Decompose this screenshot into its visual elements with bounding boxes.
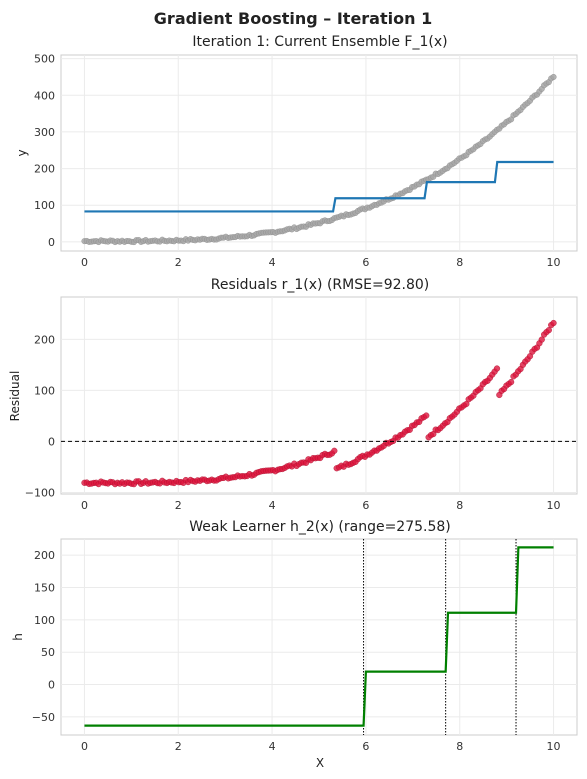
x-tick-label: 8 — [456, 740, 463, 753]
y-tick-label: 0 — [48, 679, 55, 692]
ensemble-line — [84, 160, 554, 213]
x-tick-label: 8 — [456, 256, 463, 269]
y-tick-label: 200 — [34, 549, 55, 562]
residual-point — [538, 336, 545, 343]
x-tick-label: 4 — [269, 499, 276, 512]
data-point — [550, 73, 557, 80]
x-tick-label: 10 — [547, 499, 561, 512]
x-tick-label: 0 — [81, 256, 88, 269]
panel-ensemble: Iteration 1: Current Ensemble F_1(x) 0 2 4… — [15, 34, 578, 269]
y-tick-label: 300 — [34, 126, 55, 139]
residual-point — [493, 365, 501, 372]
y-tick-label: 200 — [34, 163, 55, 176]
residual-point — [545, 327, 552, 334]
y-tick-label: −50 — [32, 711, 55, 724]
y-tick-label: 100 — [34, 614, 55, 627]
residual-point — [508, 378, 515, 386]
y-tick-label: 100 — [34, 384, 55, 397]
panel-weak-learner-frame — [60, 538, 578, 736]
panel-weak-learner-grid — [61, 539, 577, 735]
weak-learner-line — [84, 546, 554, 727]
y-tick-label: 50 — [41, 646, 55, 659]
x-tick-label: 6 — [362, 499, 369, 512]
panel-weak-learner-marks — [84, 539, 554, 735]
panel-weak-learner-ylabel: h — [11, 633, 25, 641]
x-tick-label: 6 — [362, 740, 369, 753]
y-tick-label: 0 — [48, 435, 55, 448]
y-tick-label: 500 — [34, 53, 55, 66]
x-tick-label: 6 — [362, 256, 369, 269]
y-tick-label: 150 — [34, 582, 55, 595]
x-tick-label: 8 — [456, 499, 463, 512]
x-tick-label: 2 — [175, 256, 182, 269]
panel-ensemble-frame — [60, 54, 578, 252]
panel-ensemble-ylabel: y — [15, 149, 29, 156]
figure-title: Gradient Boosting – Iteration 1 — [154, 9, 432, 28]
x-tick-label: 0 — [81, 740, 88, 753]
y-tick-label: 100 — [34, 199, 55, 212]
y-tick-label: 400 — [34, 89, 55, 102]
residual-point — [331, 447, 338, 454]
panel-weak-learner: Weak Learner h_2(x) (range=275.58) 0 2 4 6 8… — [11, 519, 578, 770]
x-tick-label: 0 — [81, 499, 88, 512]
panel-residuals-title: Residuals r_1(x) (RMSE=92.80) — [211, 277, 429, 293]
panel-ensemble-title: Iteration 1: Current Ensemble F_1(x) — [192, 34, 447, 50]
x-tick-label: 4 — [269, 740, 276, 753]
x-tick-label: 4 — [269, 256, 276, 269]
x-tick-label: 2 — [175, 499, 182, 512]
panel-ensemble-marks — [81, 73, 557, 246]
panel-weak-learner-title: Weak Learner h_2(x) (range=275.58) — [189, 519, 451, 535]
x-tick-label: 10 — [547, 740, 561, 753]
residual-point — [423, 412, 430, 419]
panel-residuals-marks — [61, 319, 577, 488]
panel-residuals-ylabel: Residual — [8, 371, 22, 422]
panel-weak-learner-ticks: 0 2 4 6 8 10 −50 0 50 100 150 200 — [32, 549, 561, 753]
y-tick-label: 0 — [48, 236, 55, 249]
residual-point — [550, 319, 557, 327]
panel-residuals: Residuals r_1(x) (RMSE=92.80) 0 2 4 6 8 10 −10… — [8, 277, 578, 512]
y-tick-label: −100 — [25, 486, 55, 499]
x-tick-label: 10 — [547, 256, 561, 269]
panel-weak-learner-xlabel: X — [316, 756, 324, 770]
y-tick-label: 200 — [34, 333, 55, 346]
panel-residuals-ticks: 0 2 4 6 8 10 −100 0 100 200 — [25, 333, 561, 512]
panel-residuals-frame — [60, 296, 578, 495]
x-tick-label: 2 — [175, 740, 182, 753]
